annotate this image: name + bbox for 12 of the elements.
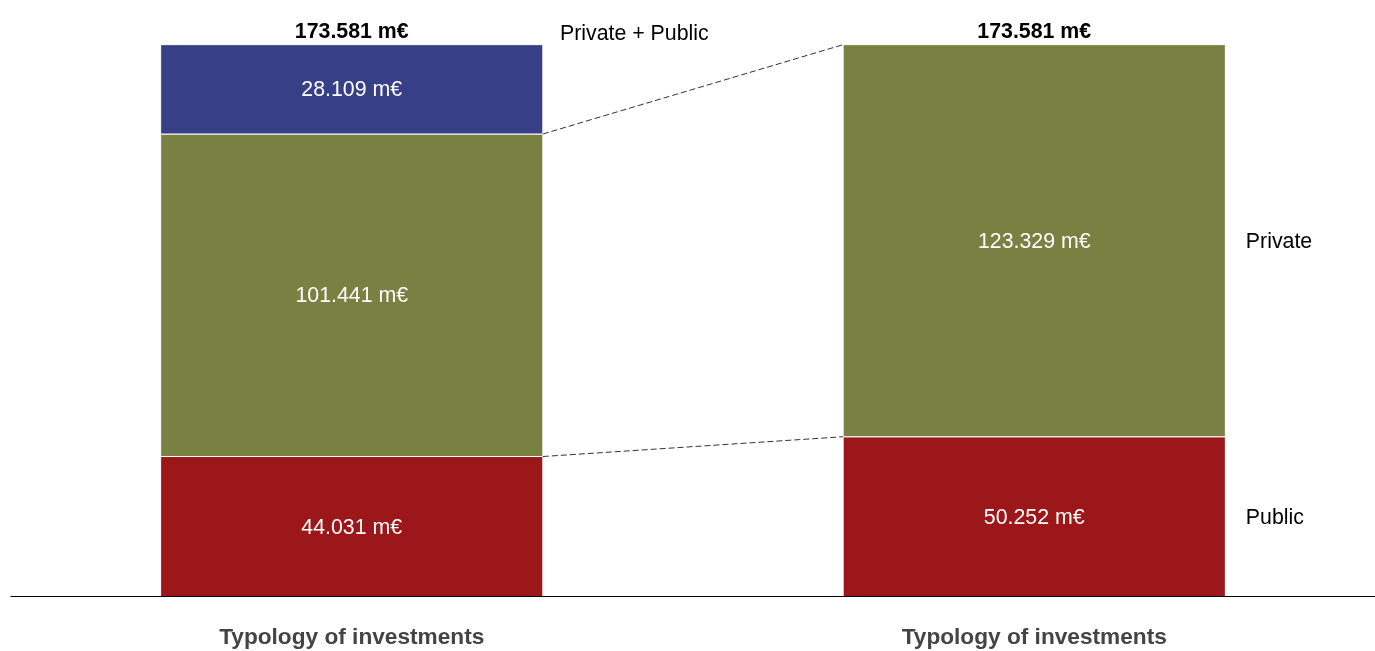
total-label: 173.581 m€: [977, 18, 1092, 43]
x-tick-label: Typology of investments: [901, 622, 1167, 649]
data-label: 28.109 m€: [301, 77, 403, 102]
data-label: 101.441 m€: [295, 283, 409, 308]
data-label: 50.252 m€: [983, 504, 1085, 529]
data-label: 123.329 m€: [977, 228, 1091, 253]
series-label: Private: [1245, 228, 1313, 253]
series-label: Public: [1245, 504, 1305, 529]
total-label: 173.581 m€: [294, 18, 409, 43]
x-tick-label: Typology of investments: [219, 622, 485, 649]
series-label: Private + Public: [559, 20, 710, 45]
data-label: 44.031 m€: [301, 514, 403, 539]
